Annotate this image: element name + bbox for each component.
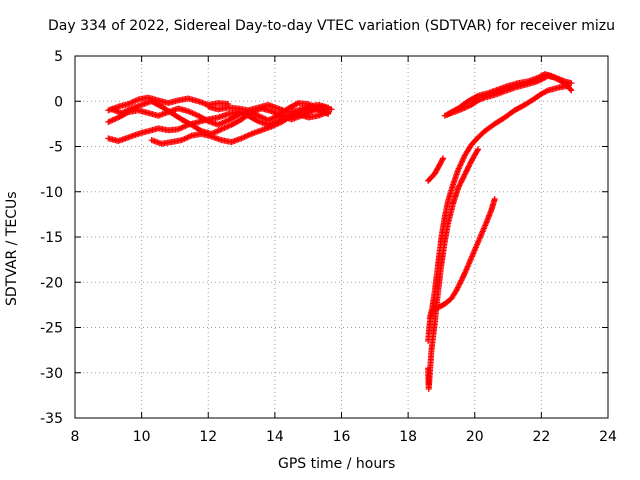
- x-tick-label: 22: [532, 429, 550, 445]
- x-axis-label: GPS time / hours: [278, 456, 396, 472]
- y-tick-label: -25: [40, 321, 63, 337]
- plot-area: [105, 71, 575, 393]
- chart-title: Day 334 of 2022, Sidereal Day-to-day VTE…: [48, 18, 615, 34]
- x-tick-label: 18: [399, 429, 417, 445]
- data-points: [105, 94, 232, 114]
- data-points: [445, 71, 575, 117]
- data-points: [425, 82, 572, 345]
- y-tick-label: 0: [54, 94, 63, 110]
- data-points: [425, 146, 482, 393]
- axis-ticks: 8 10 12 14 16 18 20 22 24 5 0 -5 -10 -15 -20 -25 -30 -35: [40, 49, 617, 445]
- series-track-6: [205, 101, 332, 116]
- y-tick-label: -30: [40, 366, 63, 382]
- series-track-9: [425, 82, 572, 345]
- grid: [75, 56, 608, 418]
- x-tick-label: 14: [266, 429, 284, 445]
- series-track-12: [425, 155, 447, 184]
- series-track-8: [445, 71, 575, 117]
- x-tick-label: 8: [71, 429, 80, 445]
- y-tick-label: 5: [54, 49, 63, 65]
- x-tick-label: 10: [133, 429, 151, 445]
- y-tick-label: -15: [40, 230, 63, 246]
- data-points: [426, 195, 498, 322]
- y-tick-label: -10: [40, 185, 63, 201]
- plot-frame: [74, 55, 609, 419]
- series-track-10: [425, 146, 482, 393]
- y-tick-label: -35: [40, 411, 63, 427]
- y-tick-label: -20: [40, 275, 63, 291]
- x-tick-label: 24: [599, 429, 617, 445]
- series-track-1: [105, 94, 232, 114]
- data-points: [425, 155, 447, 184]
- data-points: [205, 101, 332, 116]
- y-tick-label: -5: [49, 140, 63, 156]
- x-tick-label: 16: [333, 429, 351, 445]
- series-track-11: [426, 195, 498, 322]
- x-tick-label: 20: [466, 429, 484, 445]
- x-tick-label: 12: [199, 429, 217, 445]
